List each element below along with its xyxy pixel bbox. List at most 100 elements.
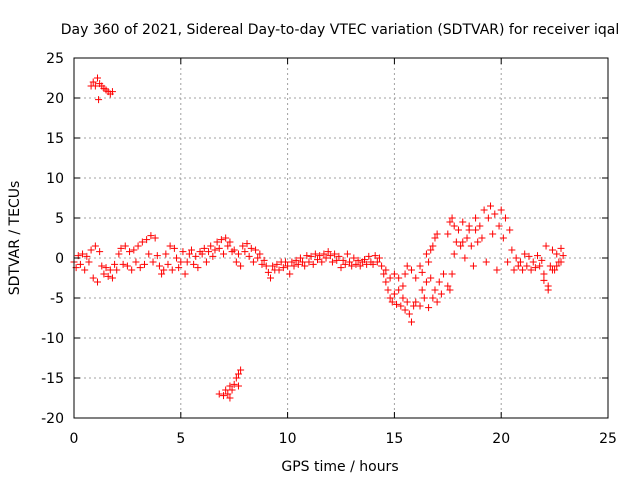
data-point xyxy=(499,234,507,242)
data-point xyxy=(489,230,497,238)
data-point xyxy=(288,258,296,266)
x-tick-labels: 0 5 10 15 20 25 xyxy=(70,431,617,447)
data-point xyxy=(446,218,454,226)
data-point xyxy=(324,248,332,256)
data-point xyxy=(81,266,89,274)
y-tick-label: -5 xyxy=(50,291,64,307)
data-point xyxy=(226,238,234,246)
data-point xyxy=(241,248,249,256)
data-point xyxy=(314,256,322,264)
data-point xyxy=(179,248,187,256)
data-point xyxy=(166,242,174,250)
data-point xyxy=(194,264,202,272)
data-point xyxy=(540,276,548,284)
data-point xyxy=(480,206,488,214)
data-point xyxy=(264,268,272,276)
data-point xyxy=(170,244,178,252)
data-point xyxy=(100,270,108,278)
data-point xyxy=(425,258,433,266)
data-point xyxy=(275,266,283,274)
data-point xyxy=(501,214,509,222)
data-point xyxy=(450,222,458,230)
data-point xyxy=(318,258,326,266)
data-point xyxy=(134,242,142,250)
data-point xyxy=(354,256,362,264)
data-point xyxy=(181,270,189,278)
data-point xyxy=(410,302,418,310)
data-point xyxy=(234,250,242,258)
data-point xyxy=(239,242,247,250)
data-point xyxy=(273,260,281,268)
data-point xyxy=(155,262,163,270)
data-point xyxy=(138,238,146,246)
y-tick-label: 20 xyxy=(46,91,64,107)
data-point xyxy=(209,252,217,260)
data-point xyxy=(457,242,465,250)
data-point xyxy=(420,294,428,302)
data-point xyxy=(380,270,388,278)
data-point xyxy=(378,262,386,270)
data-point xyxy=(352,260,360,268)
data-point xyxy=(222,234,230,242)
data-point xyxy=(237,262,245,270)
data-point xyxy=(401,270,409,278)
data-point xyxy=(316,252,324,260)
data-point xyxy=(519,266,527,274)
x-axis-label: GPS time / hours xyxy=(281,459,398,475)
data-point xyxy=(96,248,104,256)
data-point xyxy=(401,306,409,314)
chart-title: Day 360 of 2021, Sidereal Day-to-day VTE… xyxy=(61,22,619,38)
data-point xyxy=(448,270,456,278)
data-point xyxy=(459,238,467,246)
data-point xyxy=(301,262,309,270)
data-point xyxy=(384,286,392,294)
data-point xyxy=(213,238,221,246)
data-point xyxy=(337,264,345,272)
data-point xyxy=(382,278,390,286)
x-tick-label: 20 xyxy=(492,431,510,447)
data-point xyxy=(548,246,556,254)
data-point xyxy=(405,310,413,318)
data-point xyxy=(527,266,535,274)
data-point xyxy=(506,226,514,234)
data-point xyxy=(237,366,245,374)
plot-frame xyxy=(73,57,609,419)
data-point xyxy=(79,250,87,258)
data-point xyxy=(284,262,292,270)
data-point xyxy=(388,298,396,306)
data-point xyxy=(514,262,522,270)
data-point xyxy=(256,250,264,258)
data-point xyxy=(375,254,383,262)
data-point xyxy=(230,246,238,254)
data-point xyxy=(557,258,565,266)
data-point xyxy=(117,244,125,252)
data-point xyxy=(164,260,172,268)
data-point xyxy=(534,252,542,260)
data-point xyxy=(262,262,270,270)
data-point xyxy=(418,286,426,294)
data-point xyxy=(76,260,84,268)
data-point xyxy=(382,266,390,274)
data-point xyxy=(536,262,544,270)
data-point xyxy=(403,298,411,306)
data-point xyxy=(463,234,471,242)
data-point xyxy=(504,258,512,266)
data-point xyxy=(309,260,317,268)
data-point xyxy=(85,258,93,266)
data-point xyxy=(281,258,289,266)
data-point xyxy=(290,262,298,270)
data-point xyxy=(546,262,554,270)
data-point xyxy=(476,222,484,230)
data-point xyxy=(93,74,101,82)
data-point xyxy=(224,390,232,398)
data-point xyxy=(448,214,456,222)
data-point xyxy=(267,274,275,282)
y-axis-label: SDTVAR / TECUs xyxy=(7,181,23,296)
data-point xyxy=(437,290,445,298)
data-point xyxy=(529,258,537,266)
data-point xyxy=(393,300,401,308)
data-point xyxy=(399,294,407,302)
data-point xyxy=(234,370,242,378)
data-point xyxy=(177,258,185,266)
data-point xyxy=(510,266,518,274)
